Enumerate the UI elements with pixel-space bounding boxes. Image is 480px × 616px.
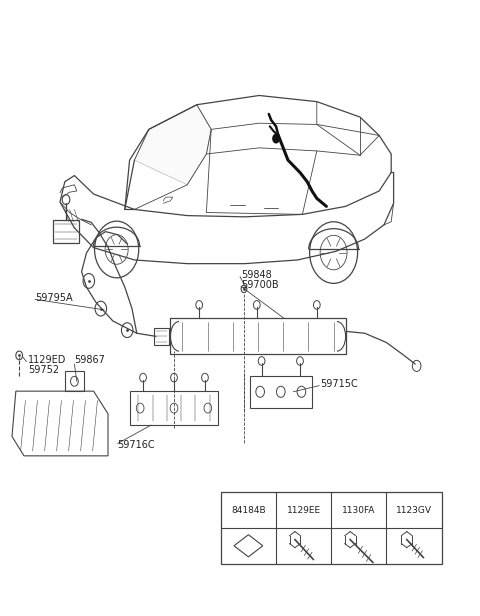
Text: 59715C: 59715C xyxy=(321,379,359,389)
Text: 59752: 59752 xyxy=(28,365,59,375)
Text: 59716C: 59716C xyxy=(118,440,155,450)
Text: 84184B: 84184B xyxy=(231,506,266,514)
Circle shape xyxy=(272,134,280,144)
Polygon shape xyxy=(134,105,211,185)
Text: 59795A: 59795A xyxy=(35,293,72,303)
Text: 59848: 59848 xyxy=(241,270,272,280)
Text: 1129EE: 1129EE xyxy=(287,506,321,514)
Bar xyxy=(221,492,442,564)
Text: 59867: 59867 xyxy=(74,355,105,365)
Text: 59700B: 59700B xyxy=(241,280,278,290)
Bar xyxy=(154,328,169,345)
Bar xyxy=(53,220,79,243)
Text: 1123GV: 1123GV xyxy=(396,506,432,514)
Bar xyxy=(65,371,84,391)
Text: 1129ED: 1129ED xyxy=(28,355,66,365)
Text: 1130FA: 1130FA xyxy=(342,506,375,514)
